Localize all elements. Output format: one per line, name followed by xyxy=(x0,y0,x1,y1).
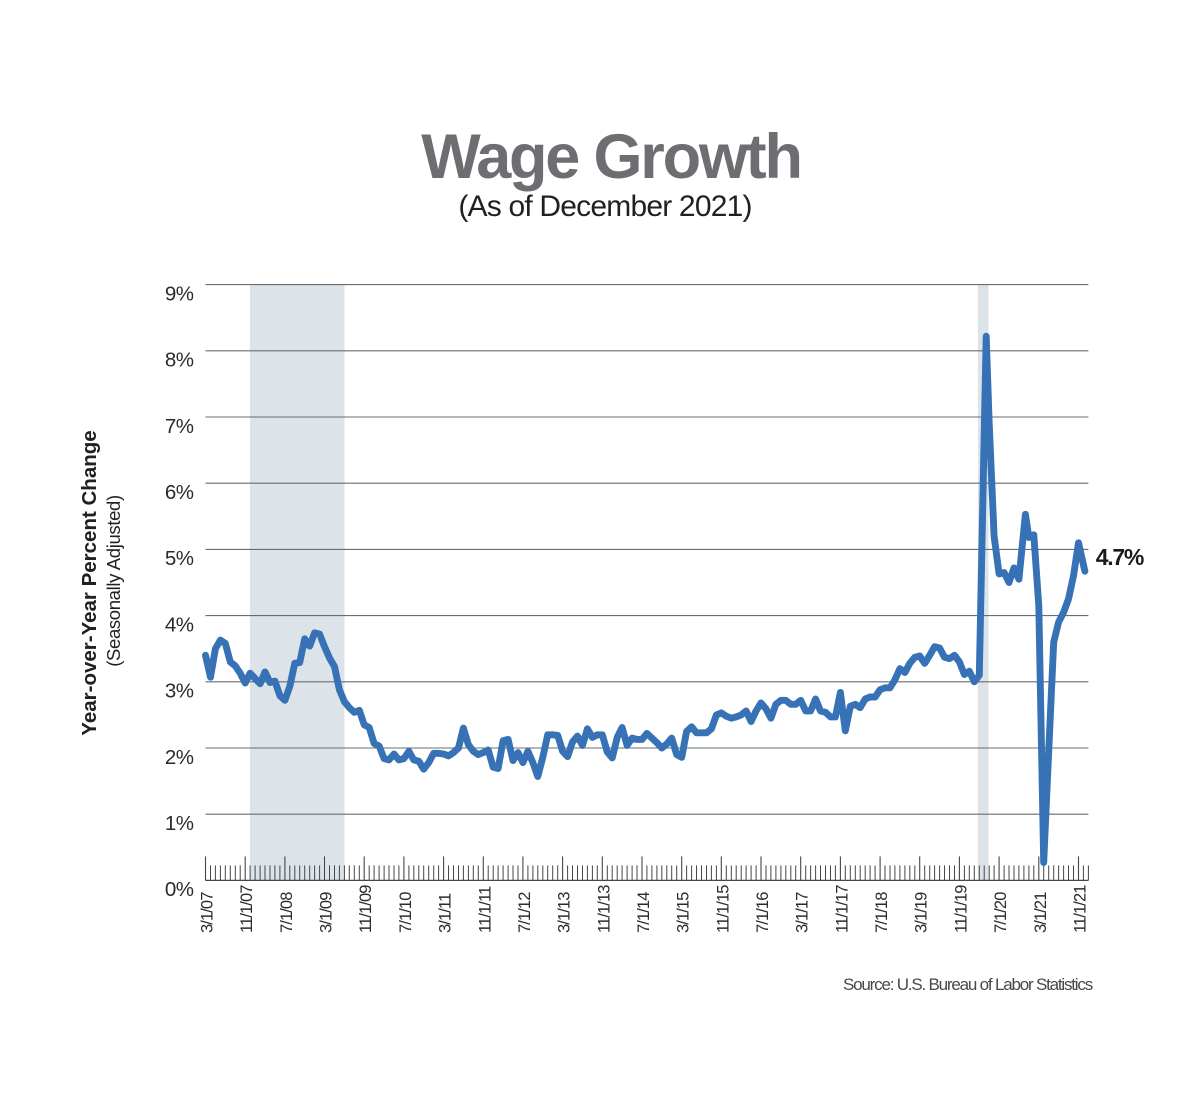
svg-text:7/1/12: 7/1/12 xyxy=(516,892,534,933)
svg-text:7/1/08: 7/1/08 xyxy=(278,892,296,933)
svg-text:7/1/10: 7/1/10 xyxy=(397,892,415,933)
svg-text:3/1/13: 3/1/13 xyxy=(556,892,574,933)
svg-text:3%: 3% xyxy=(165,680,194,703)
svg-text:9%: 9% xyxy=(165,282,194,305)
svg-text:11/1/21: 11/1/21 xyxy=(1072,885,1090,933)
svg-text:6%: 6% xyxy=(165,481,194,504)
svg-text:11/1/13: 11/1/13 xyxy=(595,885,613,933)
svg-text:3/1/07: 3/1/07 xyxy=(199,892,217,933)
svg-text:11/1/17: 11/1/17 xyxy=(833,885,851,933)
svg-text:11/1/15: 11/1/15 xyxy=(714,885,732,933)
svg-text:11/1/09: 11/1/09 xyxy=(357,885,375,933)
svg-text:3/1/09: 3/1/09 xyxy=(318,892,336,933)
svg-text:5%: 5% xyxy=(165,547,194,570)
svg-text:4%: 4% xyxy=(165,613,194,636)
svg-text:7/1/18: 7/1/18 xyxy=(873,892,891,933)
svg-text:11/1/19: 11/1/19 xyxy=(952,885,970,933)
svg-text:3/1/19: 3/1/19 xyxy=(913,892,931,933)
svg-text:7%: 7% xyxy=(165,415,194,438)
svg-text:Wage Growth: Wage Growth xyxy=(421,122,800,192)
svg-text:11/1/11: 11/1/11 xyxy=(476,886,494,933)
svg-text:3/1/11: 3/1/11 xyxy=(437,893,455,933)
svg-text:7/1/14: 7/1/14 xyxy=(635,892,653,933)
svg-text:(Seasonally Adjusted): (Seasonally Adjusted) xyxy=(103,495,124,667)
svg-text:(As of December 2021): (As of December 2021) xyxy=(458,190,751,223)
svg-text:Year-over-Year Percent Change: Year-over-Year Percent Change xyxy=(78,430,101,735)
svg-text:11/1/07: 11/1/07 xyxy=(238,885,256,933)
svg-text:3/1/21: 3/1/21 xyxy=(1032,892,1050,933)
svg-text:4.7%: 4.7% xyxy=(1096,544,1144,570)
svg-text:8%: 8% xyxy=(165,349,194,372)
svg-text:2%: 2% xyxy=(165,746,194,769)
svg-text:7/1/16: 7/1/16 xyxy=(754,892,772,933)
svg-text:1%: 1% xyxy=(165,812,194,835)
svg-text:3/1/15: 3/1/15 xyxy=(675,892,693,933)
svg-text:3/1/17: 3/1/17 xyxy=(794,892,812,933)
svg-text:0%: 0% xyxy=(165,878,194,901)
svg-text:Source: U.S. Bureau of Labor S: Source: U.S. Bureau of Labor Statistics xyxy=(843,975,1093,994)
svg-text:7/1/20: 7/1/20 xyxy=(992,892,1010,933)
